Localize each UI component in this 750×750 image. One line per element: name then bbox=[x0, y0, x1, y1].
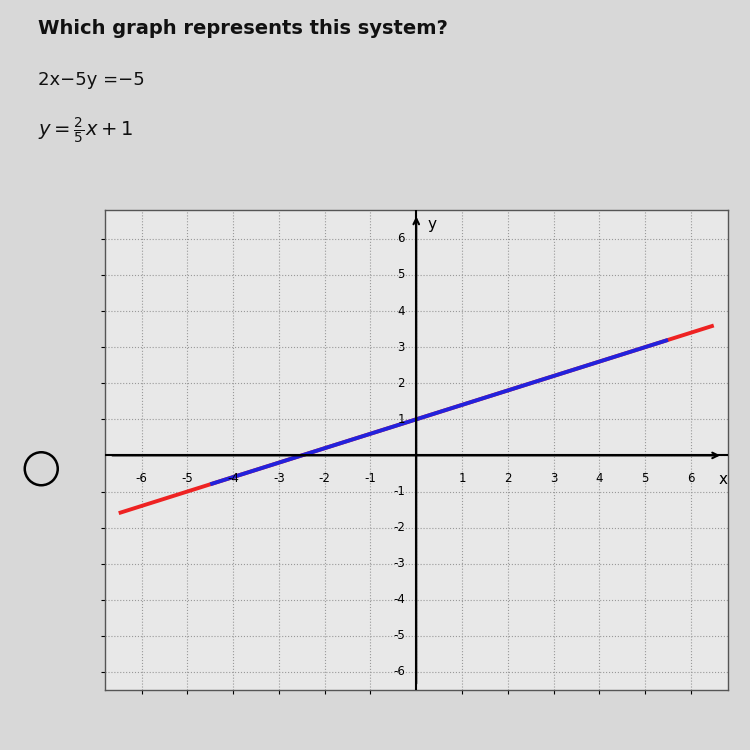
Text: -6: -6 bbox=[136, 472, 148, 484]
Text: 5: 5 bbox=[398, 268, 405, 281]
Text: y: y bbox=[427, 217, 436, 232]
Text: -4: -4 bbox=[227, 472, 239, 484]
Text: 4: 4 bbox=[596, 472, 603, 484]
Text: -5: -5 bbox=[393, 629, 405, 642]
Text: 4: 4 bbox=[398, 304, 405, 317]
Text: 6: 6 bbox=[687, 472, 694, 484]
Text: -5: -5 bbox=[182, 472, 194, 484]
Text: 1: 1 bbox=[398, 413, 405, 426]
Text: -4: -4 bbox=[393, 593, 405, 606]
Text: 3: 3 bbox=[550, 472, 557, 484]
Text: x: x bbox=[718, 472, 728, 487]
Text: Which graph represents this system?: Which graph represents this system? bbox=[38, 19, 447, 38]
Text: -3: -3 bbox=[393, 557, 405, 570]
Text: -2: -2 bbox=[319, 472, 331, 484]
Text: 3: 3 bbox=[398, 340, 405, 354]
Text: -1: -1 bbox=[393, 485, 405, 498]
Text: -6: -6 bbox=[393, 665, 405, 679]
Text: -2: -2 bbox=[393, 521, 405, 534]
Text: 5: 5 bbox=[641, 472, 649, 484]
Text: 6: 6 bbox=[398, 232, 405, 245]
Text: 2: 2 bbox=[504, 472, 512, 484]
Text: -1: -1 bbox=[364, 472, 376, 484]
Text: -3: -3 bbox=[273, 472, 285, 484]
Text: 2x−5y =−5: 2x−5y =−5 bbox=[38, 71, 144, 89]
Text: 2: 2 bbox=[398, 376, 405, 390]
Text: 1: 1 bbox=[458, 472, 466, 484]
Text: $y = \frac{2}{5}x + 1$: $y = \frac{2}{5}x + 1$ bbox=[38, 116, 133, 146]
